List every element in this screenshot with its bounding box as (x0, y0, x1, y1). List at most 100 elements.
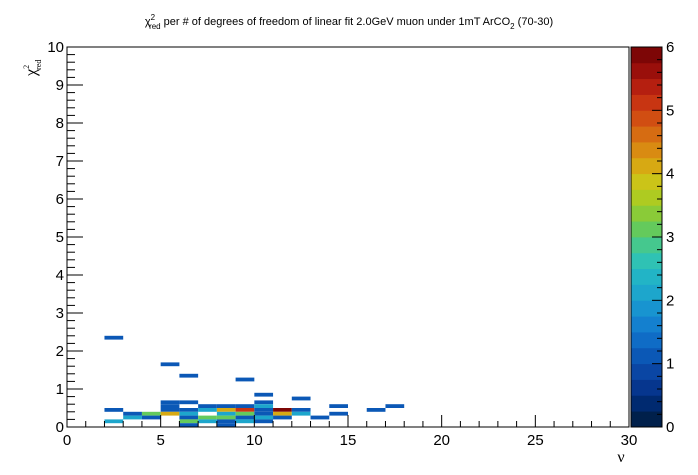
y-tick-label: 8 (56, 115, 64, 132)
x-tick-label: 25 (527, 432, 544, 449)
x-axis-title: ν (617, 449, 624, 466)
y-axis-title-sup: 2 (22, 65, 31, 69)
heatmap-cell (216, 419, 236, 424)
heatmap-cell (235, 419, 255, 424)
heatmap-cell (160, 404, 180, 408)
x-tick-label: 30 (621, 432, 638, 449)
colorbar-segment (631, 142, 662, 159)
heatmap-cell (216, 411, 236, 416)
colorbar-segment (631, 300, 662, 317)
heatmap-cell (310, 415, 330, 420)
colorbar: 0 1 2 3 4 5 6 (630, 39, 674, 436)
y-tick-label: 7 (56, 153, 64, 170)
heatmap-cell (235, 411, 255, 416)
colorbar-segment (631, 78, 662, 95)
heatmap-cell (235, 377, 255, 382)
heatmap-cell (216, 408, 236, 412)
chart-title: χ2 red per # of degrees of freedom of lin… (145, 13, 553, 31)
x-tick-label: 10 (246, 432, 263, 449)
heatmap-cell (198, 415, 217, 420)
y-axis-title: χ2 red (22, 60, 43, 77)
y-tick-label: 1 (56, 381, 64, 398)
colorbar-segment (631, 221, 662, 238)
colorbar-segment (631, 189, 662, 206)
heatmap-cell (235, 404, 255, 408)
heatmap-cell (254, 419, 274, 424)
z-tick-label: 3 (666, 229, 674, 246)
heatmap-cell (104, 335, 124, 340)
heatmap-cells (104, 335, 405, 427)
heatmap-cell (141, 411, 161, 416)
heatmap-cell (273, 411, 292, 416)
heatmap-cell (254, 392, 274, 397)
heatmap-cell (179, 400, 199, 405)
x-tick-label: 0 (63, 432, 71, 449)
colorbar-segment (631, 62, 662, 80)
heatmap-cell (235, 408, 255, 412)
colorbar-segment (631, 126, 662, 143)
y-tick-label: 0 (56, 419, 64, 436)
title-formula-sub: 2 (510, 22, 515, 31)
colorbar-segment (631, 316, 662, 333)
colorbar-segment (631, 363, 662, 380)
z-tick-label: 0 (666, 419, 674, 436)
heatmap-cell (216, 415, 236, 420)
z-tick-label: 1 (666, 356, 674, 373)
z-tick-label: 6 (666, 39, 674, 56)
colorbar-segment (631, 252, 662, 270)
heatmap-cell (273, 408, 292, 412)
heatmap-cell (179, 411, 199, 416)
title-sup: 2 (151, 13, 156, 22)
heatmap-cell (273, 415, 292, 420)
heatmap-cell (366, 408, 386, 412)
y-axis-title-symbol: χ (23, 68, 40, 77)
heatmap-cell (141, 415, 161, 420)
heatmap-cell (160, 408, 180, 412)
colorbar-segment (631, 205, 662, 222)
colorbar-segment (631, 395, 662, 412)
title-sub: red (149, 22, 161, 31)
heatmap-cell (198, 408, 217, 412)
heatmap-cell (329, 411, 348, 416)
heatmap-cell (104, 419, 124, 424)
y-tick-label: 9 (56, 77, 64, 94)
y-tick-label: 4 (56, 267, 64, 284)
title-main: per # of degrees of freedom of linear fi… (161, 16, 511, 28)
colorbar-segment (631, 94, 662, 111)
y-axis-title-sub: red (34, 60, 43, 70)
colorbar-segment (631, 284, 662, 301)
heatmap-cell (179, 373, 199, 378)
colorbar-segment (631, 379, 662, 396)
y-tick-label: 2 (56, 343, 64, 360)
heatmap-cell (160, 411, 180, 416)
z-tick-label: 5 (666, 102, 674, 119)
y-tick-label: 3 (56, 305, 64, 322)
heatmap-cell (254, 415, 274, 420)
heatmap-cell (291, 408, 311, 412)
heatmap-cell (254, 400, 274, 405)
colorbar-segment (631, 332, 662, 349)
heatmap-cell (160, 362, 180, 367)
heatmap-cell (123, 411, 142, 416)
heatmap-cell (385, 404, 405, 408)
heatmap-cell (254, 408, 274, 412)
y-tick-label: 10 (47, 39, 64, 56)
colorbar-segment (631, 237, 662, 254)
colorbar-segment (631, 347, 662, 365)
y-tick-label: 6 (56, 191, 64, 208)
heatmap-cell (235, 415, 255, 420)
heatmap-cell (198, 404, 217, 408)
x-tick-label: 20 (433, 432, 450, 449)
title-chi: χ (145, 16, 151, 28)
heatmap-cell (179, 415, 199, 420)
heatmap-cell (179, 419, 199, 424)
heatmap-cell (179, 408, 199, 412)
heatmap-cell (254, 411, 274, 416)
heatmap-cell (179, 423, 199, 427)
z-tick-label: 4 (666, 166, 674, 183)
colorbar-segment (631, 411, 662, 428)
colorbar-segment (631, 173, 662, 190)
heatmap-cell (123, 415, 142, 420)
y-tick-label: 5 (56, 229, 64, 246)
colorbar-segment (631, 157, 662, 175)
